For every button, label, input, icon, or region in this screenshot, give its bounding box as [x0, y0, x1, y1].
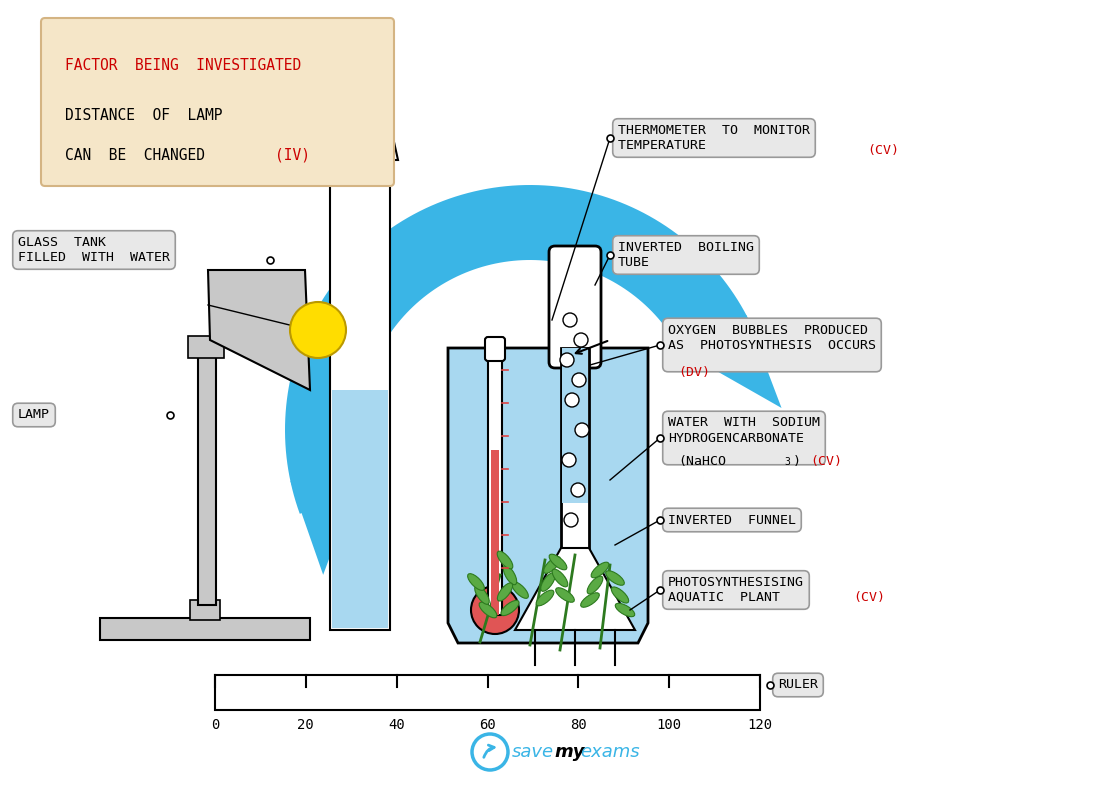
Text: WATER  WITH  SODIUM
HYDROGENCARBONATE: WATER WITH SODIUM HYDROGENCARBONATE [668, 417, 820, 460]
Polygon shape [615, 603, 635, 617]
Polygon shape [543, 556, 560, 573]
Circle shape [575, 423, 589, 437]
Text: 60: 60 [480, 718, 496, 732]
Text: PHOTOSYNTHESISING
AQUATIC  PLANT: PHOTOSYNTHESISING AQUATIC PLANT [668, 576, 804, 604]
Polygon shape [549, 554, 566, 570]
Polygon shape [500, 600, 519, 615]
Polygon shape [606, 571, 625, 585]
Circle shape [560, 353, 574, 367]
Text: ): ) [793, 456, 817, 468]
Bar [190, 600, 220, 620]
Polygon shape [285, 185, 760, 514]
Text: 100: 100 [657, 718, 682, 732]
Bar [561, 348, 588, 558]
Text: save: save [512, 743, 554, 761]
Text: FACTOR  BEING  INVESTIGATED: FACTOR BEING INVESTIGATED [65, 57, 301, 72]
Circle shape [290, 302, 346, 358]
FancyBboxPatch shape [549, 246, 601, 368]
Text: DISTANCE  OF  LAMP: DISTANCE OF LAMP [65, 107, 222, 122]
Polygon shape [480, 602, 497, 618]
FancyBboxPatch shape [485, 337, 505, 361]
Circle shape [471, 586, 519, 634]
Polygon shape [512, 582, 528, 599]
Text: (DV): (DV) [678, 366, 710, 378]
Circle shape [574, 333, 589, 347]
Text: (CV): (CV) [810, 456, 842, 468]
Text: 3: 3 [784, 457, 790, 467]
Polygon shape [536, 590, 554, 606]
Bar [488, 350, 502, 615]
Bar [330, 160, 390, 630]
Circle shape [563, 313, 578, 327]
Polygon shape [290, 465, 364, 575]
Polygon shape [587, 576, 603, 594]
Bar [491, 450, 499, 615]
Text: 20: 20 [297, 718, 315, 732]
Circle shape [565, 393, 579, 407]
Polygon shape [497, 551, 513, 569]
Polygon shape [475, 586, 490, 604]
Text: (CV): (CV) [867, 144, 899, 157]
Circle shape [564, 513, 578, 527]
Bar [562, 348, 588, 503]
Polygon shape [322, 142, 398, 160]
Text: 80: 80 [570, 718, 586, 732]
Polygon shape [556, 588, 574, 603]
Polygon shape [468, 574, 484, 591]
Text: (NaHCO: (NaHCO [678, 456, 726, 468]
Polygon shape [591, 562, 609, 578]
Polygon shape [208, 270, 310, 390]
Text: my: my [554, 743, 584, 761]
Text: INVERTED  BOILING
TUBE: INVERTED BOILING TUBE [618, 241, 754, 269]
Polygon shape [612, 587, 629, 603]
Bar [332, 390, 388, 628]
Text: 120: 120 [747, 718, 772, 732]
Circle shape [571, 483, 585, 497]
Text: exams: exams [580, 743, 639, 761]
Polygon shape [515, 548, 635, 630]
Text: (IV): (IV) [275, 148, 310, 162]
Circle shape [572, 373, 586, 387]
Polygon shape [680, 315, 781, 408]
Polygon shape [504, 565, 517, 585]
Bar [198, 340, 216, 605]
Polygon shape [581, 593, 600, 607]
Text: 40: 40 [388, 718, 405, 732]
FancyBboxPatch shape [41, 18, 394, 186]
Text: OXYGEN  BUBBLES  PRODUCED
AS  PHOTOSYNTHESIS  OCCURS: OXYGEN BUBBLES PRODUCED AS PHOTOSYNTHESI… [668, 324, 876, 366]
Bar [214, 675, 760, 710]
Text: THERMOMETER  TO  MONITOR
TEMPERATURE: THERMOMETER TO MONITOR TEMPERATURE [618, 124, 810, 152]
Text: RULER: RULER [778, 678, 818, 692]
Polygon shape [552, 569, 568, 587]
Text: GLASS  TANK
FILLED  WITH  WATER: GLASS TANK FILLED WITH WATER [18, 236, 170, 264]
Text: LAMP: LAMP [18, 409, 50, 421]
Bar [100, 618, 310, 640]
Text: CAN  BE  CHANGED: CAN BE CHANGED [65, 148, 213, 162]
Text: 0: 0 [211, 718, 219, 732]
Bar [188, 336, 224, 358]
Polygon shape [541, 572, 556, 591]
Polygon shape [448, 348, 648, 643]
Circle shape [562, 453, 576, 467]
Polygon shape [497, 583, 513, 601]
Text: (CV): (CV) [852, 591, 886, 604]
Text: INVERTED  FUNNEL: INVERTED FUNNEL [668, 514, 796, 526]
